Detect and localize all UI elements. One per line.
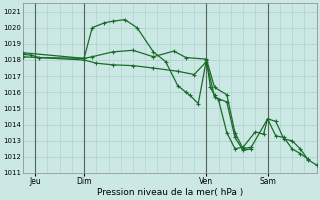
- X-axis label: Pression niveau de la mer( hPa ): Pression niveau de la mer( hPa ): [97, 188, 243, 197]
